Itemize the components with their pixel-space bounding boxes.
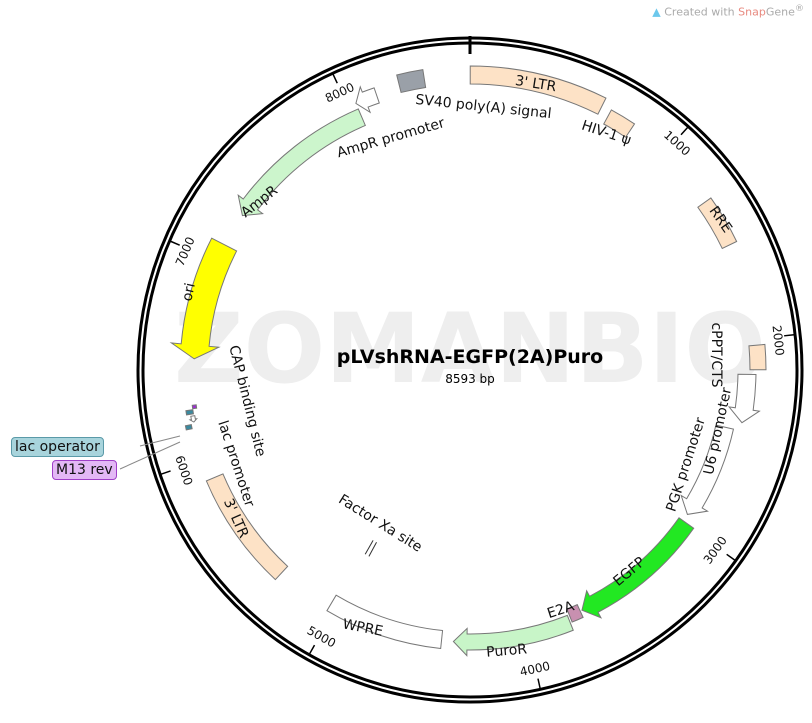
feature-rre[interactable] [697, 197, 738, 250]
label-3ltr-top: 3' LTR [514, 73, 558, 95]
plasmid-name: pLVshRNA-EGFP(2A)Puro [337, 346, 603, 368]
feature-pgk-promoter[interactable] [680, 424, 735, 515]
watermark: ZOMANBIO [174, 293, 766, 405]
credit-gene: Gene [765, 5, 795, 19]
label-factor-xa: Factor Xa site [336, 492, 425, 556]
feature-u6-promoter[interactable] [727, 373, 761, 424]
feature-3-ltr[interactable] [205, 473, 289, 581]
feature-lac-promoter[interactable] [188, 415, 198, 423]
feature-factor-xa-site[interactable] [364, 540, 374, 555]
feature-ori[interactable] [169, 237, 238, 360]
tick-label: 3000 [701, 534, 730, 567]
tick-label: 7000 [173, 235, 198, 269]
lac-operator-callout[interactable]: lac operator [11, 437, 104, 457]
feature-m13-rev[interactable] [191, 404, 198, 410]
tick-label: 1000 [661, 128, 693, 159]
tick-mark [332, 73, 338, 84]
snapgene-credit: ▲ Created with SnapGene® [652, 3, 804, 19]
feature-puror[interactable] [452, 614, 574, 657]
credit-prefix: Created with [664, 5, 739, 19]
credit-mark: ® [794, 3, 804, 14]
feature-cap-binding-site[interactable] [184, 424, 193, 431]
tick-mark [160, 470, 171, 475]
m13-rev-callout[interactable]: M13 rev [52, 460, 117, 480]
plasmid-length: 8593 bp [445, 372, 495, 386]
tick-label: 2000 [770, 325, 787, 357]
feature-factor-xa-site[interactable] [368, 542, 377, 557]
credit-snap: Snap [738, 5, 766, 19]
feature-egfp[interactable] [581, 517, 695, 619]
tick-mark [308, 644, 316, 655]
label-ori: ori [179, 282, 198, 303]
feature-e2a[interactable] [566, 603, 584, 623]
feature-lac-operator[interactable] [185, 409, 195, 416]
tick-label: 5000 [305, 623, 338, 650]
feature-ampr-promoter[interactable] [355, 85, 380, 114]
tick-mark [537, 678, 541, 689]
label-wpre: WPRE [341, 616, 384, 640]
label-puror: PuroR [486, 641, 528, 661]
feature-wpre[interactable] [326, 594, 444, 650]
tick-mark [680, 126, 689, 136]
tick-mark [170, 240, 180, 246]
feature-sv40-poly-a-signal[interactable] [396, 69, 427, 94]
feature-ampr[interactable] [237, 108, 367, 217]
tick-label: 6000 [172, 454, 195, 487]
feature-cppt-cts[interactable] [748, 343, 767, 371]
feature-3-ltr[interactable] [469, 65, 607, 115]
snapgene-logo-icon: ▲ [652, 5, 661, 19]
tick-label: 4000 [519, 659, 552, 679]
m13-rev-leader [119, 441, 181, 470]
feature-hiv-1[interactable] [603, 109, 636, 138]
label-cppt-cts: cPPT/CTS [708, 322, 724, 387]
tick-mark [784, 333, 795, 337]
lac-operator-leader [139, 435, 181, 447]
tick-mark [726, 553, 736, 561]
tick-label: 8000 [323, 80, 357, 106]
